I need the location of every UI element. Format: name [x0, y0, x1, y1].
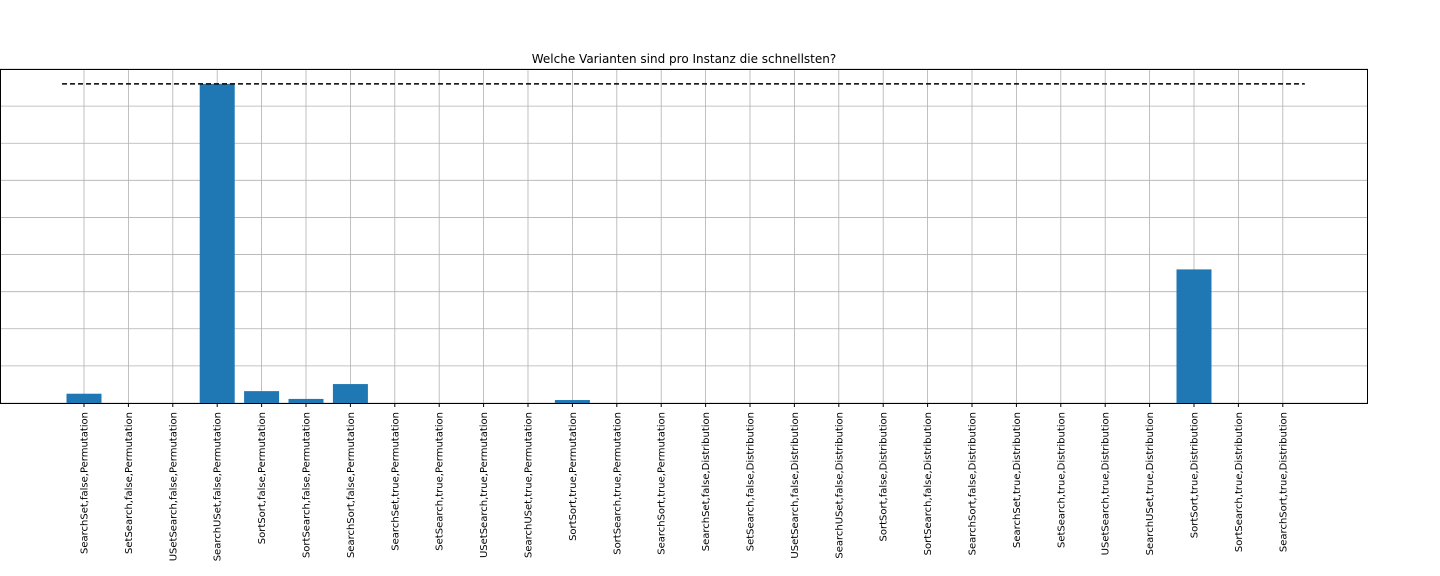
x-tick-label: USetSearch,false,Permutation	[168, 412, 179, 561]
x-tick-label: SearchSet,false,Distribution	[701, 412, 712, 551]
x-tick-label: SortSearch,true,Permutation	[612, 412, 623, 555]
x-tick-label: SortSort,true,Permutation	[568, 412, 579, 541]
x-tick-label: USetSearch,false,Distribution	[790, 412, 801, 559]
x-tick-label: SortSearch,true,Distribution	[1234, 412, 1245, 552]
x-tick-label: SearchSet,true,Permutation	[390, 412, 401, 551]
axes-frame	[0, 69, 1368, 404]
x-tick-label: SearchSet,false,Permutation	[80, 412, 91, 554]
x-tick-label: SearchUSet,false,Distribution	[834, 412, 845, 559]
x-tick-label: SetSearch,true,Permutation	[435, 412, 446, 551]
x-tick-label: SortSort,false,Distribution	[879, 412, 890, 541]
x-tick-label: SearchSet,true,Distribution	[1012, 412, 1023, 548]
x-tick-label: SortSort,false,Permutation	[257, 412, 268, 544]
bar	[244, 391, 280, 403]
x-tick-label: SetSearch,true,Distribution	[1056, 412, 1067, 548]
bar	[199, 83, 235, 403]
bar	[554, 400, 590, 403]
x-tick-label: SetSearch,false,Permutation	[124, 412, 135, 554]
bar	[332, 384, 368, 403]
x-tick-label: SortSearch,false,Distribution	[923, 412, 934, 555]
x-axis-ticks: SearchSet,false,Permutation SetSearch,fal…	[80, 403, 1289, 561]
bar	[288, 398, 324, 403]
x-tick-label: SearchUSet,true,Permutation	[524, 412, 535, 558]
x-tick-label: SearchUSet,false,Permutation	[213, 412, 224, 561]
bar	[66, 393, 102, 403]
x-tick-label: SortSort,true,Distribution	[1190, 412, 1201, 538]
x-tick-label: SearchSort,false,Permutation	[346, 412, 357, 558]
x-tick-label: USetSearch,true,Permutation	[479, 412, 490, 558]
bar-layer	[66, 83, 1212, 403]
x-tick-label: SearchSort,false,Distribution	[968, 412, 979, 555]
x-tick-label: USetSearch,true,Distribution	[1101, 412, 1112, 555]
chart-title: Welche Varianten sind pro Instanz die sc…	[532, 52, 836, 66]
x-tick-label: SearchUSet,true,Distribution	[1145, 412, 1156, 555]
bar	[1176, 269, 1212, 403]
x-tick-label: SortSearch,false,Permutation	[302, 412, 313, 558]
x-tick-label: SetSearch,false,Distribution	[746, 412, 757, 551]
x-tick-label: SearchSort,true,Permutation	[657, 412, 668, 555]
x-tick-label: SearchSort,true,Distribution	[1278, 412, 1289, 552]
